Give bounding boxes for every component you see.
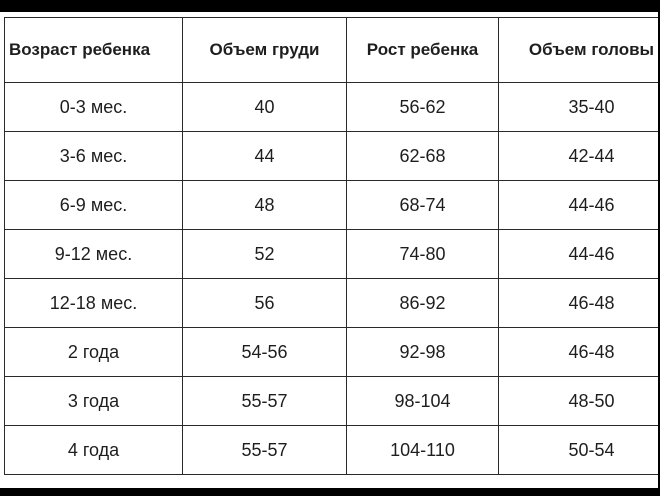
- table-row: 4 года 55-57 104-110 50-54: [4, 425, 660, 475]
- right-edge-border: [658, 0, 660, 496]
- table-row: 0-3 мес. 40 56-62 35-40: [4, 82, 660, 132]
- table-header-row: Возраст ребенка Объем груди Рост ребенка…: [4, 17, 660, 83]
- age-cell: 0-3 мес.: [4, 82, 183, 132]
- age-cell: 6-9 мес.: [4, 180, 183, 230]
- table-row: 2 года 54-56 92-98 46-48: [4, 327, 660, 377]
- table-row: 9-12 мес. 52 74-80 44-46: [4, 229, 660, 279]
- head-cell: 46-48: [498, 278, 660, 328]
- head-cell: 44-46: [498, 180, 660, 230]
- height-cell: 104-110: [346, 425, 499, 475]
- head-cell: 48-50: [498, 376, 660, 426]
- height-cell: 98-104: [346, 376, 499, 426]
- table-row: 12-18 мес. 56 86-92 46-48: [4, 278, 660, 328]
- chest-cell: 55-57: [182, 376, 347, 426]
- chest-cell: 52: [182, 229, 347, 279]
- head-cell: 42-44: [498, 131, 660, 181]
- height-cell: 92-98: [346, 327, 499, 377]
- table-row: 6-9 мес. 48 68-74 44-46: [4, 180, 660, 230]
- table-row: 3-6 мес. 44 62-68 42-44: [4, 131, 660, 181]
- header-chest: Объем груди: [182, 17, 347, 83]
- header-age: Возраст ребенка: [4, 17, 183, 83]
- header-head: Объем головы: [498, 17, 660, 83]
- head-cell: 46-48: [498, 327, 660, 377]
- age-cell: 12-18 мес.: [4, 278, 183, 328]
- chest-cell: 44: [182, 131, 347, 181]
- table-row: 3 года 55-57 98-104 48-50: [4, 376, 660, 426]
- head-cell: 35-40: [498, 82, 660, 132]
- height-cell: 62-68: [346, 131, 499, 181]
- height-cell: 68-74: [346, 180, 499, 230]
- child-size-table: Возраст ребенка Объем груди Рост ребенка…: [4, 17, 660, 475]
- head-cell: 44-46: [498, 229, 660, 279]
- age-cell: 3 года: [4, 376, 183, 426]
- height-cell: 86-92: [346, 278, 499, 328]
- height-cell: 74-80: [346, 229, 499, 279]
- chest-cell: 40: [182, 82, 347, 132]
- header-height: Рост ребенка: [346, 17, 499, 83]
- head-cell: 50-54: [498, 425, 660, 475]
- age-cell: 9-12 мес.: [4, 229, 183, 279]
- chest-cell: 48: [182, 180, 347, 230]
- chest-cell: 54-56: [182, 327, 347, 377]
- document-sheet: Возраст ребенка Объем груди Рост ребенка…: [0, 12, 660, 488]
- height-cell: 56-62: [346, 82, 499, 132]
- age-cell: 2 года: [4, 327, 183, 377]
- chest-cell: 56: [182, 278, 347, 328]
- age-cell: 3-6 мес.: [4, 131, 183, 181]
- age-cell: 4 года: [4, 425, 183, 475]
- chest-cell: 55-57: [182, 425, 347, 475]
